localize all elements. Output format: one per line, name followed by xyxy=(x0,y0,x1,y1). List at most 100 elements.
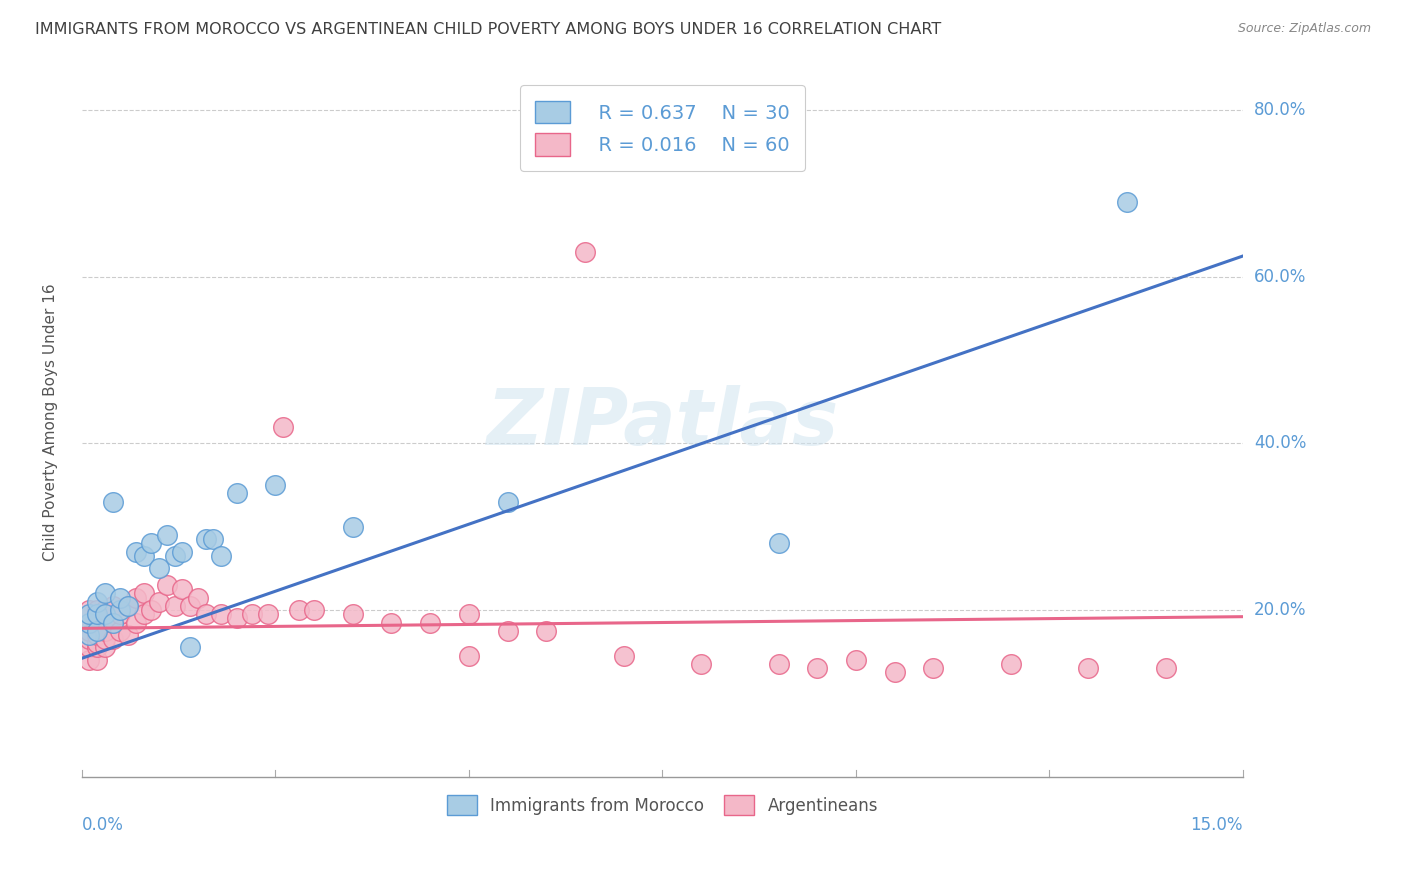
Point xyxy=(94,624,117,638)
Point xyxy=(419,615,441,630)
Point xyxy=(271,419,294,434)
Point xyxy=(380,615,402,630)
Point xyxy=(79,615,101,630)
Point xyxy=(125,615,148,630)
Point xyxy=(94,607,117,622)
Text: 40.0%: 40.0% xyxy=(1254,434,1306,452)
Point xyxy=(172,582,194,597)
Point xyxy=(209,607,232,622)
Point xyxy=(110,603,132,617)
Y-axis label: Child Poverty Among Boys Under 16: Child Poverty Among Boys Under 16 xyxy=(44,284,58,561)
Point xyxy=(496,624,519,638)
Point xyxy=(342,607,364,622)
Point xyxy=(79,640,101,655)
Legend: Immigrants from Morocco, Argentineans: Immigrants from Morocco, Argentineans xyxy=(440,789,884,822)
Point xyxy=(101,494,124,508)
Point xyxy=(768,657,790,672)
Point xyxy=(125,544,148,558)
Point xyxy=(1115,194,1137,209)
Point xyxy=(883,665,905,680)
Point xyxy=(125,591,148,605)
Point xyxy=(240,607,263,622)
Text: 0.0%: 0.0% xyxy=(82,815,124,833)
Point xyxy=(806,661,828,675)
Point xyxy=(264,478,287,492)
Point xyxy=(101,599,124,613)
Point xyxy=(179,640,201,655)
Point xyxy=(86,624,108,638)
Point xyxy=(202,532,225,546)
Text: 15.0%: 15.0% xyxy=(1191,815,1243,833)
Point xyxy=(536,624,558,638)
Point xyxy=(86,607,108,622)
Point xyxy=(132,586,155,600)
Point xyxy=(302,603,325,617)
Point xyxy=(110,607,132,622)
Point xyxy=(79,603,101,617)
Point xyxy=(86,628,108,642)
Point xyxy=(117,599,139,613)
Point xyxy=(86,615,108,630)
Point xyxy=(690,657,713,672)
Point xyxy=(187,591,209,605)
Point xyxy=(101,632,124,647)
Point xyxy=(613,648,636,663)
Point xyxy=(287,603,309,617)
Point xyxy=(163,549,186,563)
Point xyxy=(132,607,155,622)
Point xyxy=(256,607,278,622)
Point xyxy=(457,648,479,663)
Point xyxy=(342,519,364,533)
Point xyxy=(79,653,101,667)
Point xyxy=(922,661,945,675)
Point xyxy=(79,624,101,638)
Point xyxy=(79,632,101,647)
Point xyxy=(496,494,519,508)
Point xyxy=(101,615,124,630)
Point xyxy=(94,640,117,655)
Point xyxy=(79,607,101,622)
Point xyxy=(94,632,117,647)
Point xyxy=(141,536,163,550)
Point xyxy=(163,599,186,613)
Point xyxy=(179,599,201,613)
Point xyxy=(457,607,479,622)
Point xyxy=(117,628,139,642)
Point xyxy=(1000,657,1022,672)
Point xyxy=(86,640,108,655)
Point xyxy=(194,607,217,622)
Point xyxy=(132,549,155,563)
Text: 60.0%: 60.0% xyxy=(1254,268,1306,285)
Point xyxy=(110,624,132,638)
Point xyxy=(117,599,139,613)
Point xyxy=(148,561,170,575)
Point xyxy=(86,636,108,650)
Point xyxy=(94,586,117,600)
Point xyxy=(225,486,247,500)
Point xyxy=(156,578,179,592)
Point xyxy=(86,595,108,609)
Text: 80.0%: 80.0% xyxy=(1254,101,1306,120)
Point xyxy=(845,653,868,667)
Point xyxy=(101,615,124,630)
Point xyxy=(148,595,170,609)
Point xyxy=(156,528,179,542)
Point xyxy=(574,244,596,259)
Point xyxy=(172,544,194,558)
Point xyxy=(1154,661,1177,675)
Text: 20.0%: 20.0% xyxy=(1254,601,1306,619)
Point xyxy=(209,549,232,563)
Point xyxy=(79,628,101,642)
Text: Source: ZipAtlas.com: Source: ZipAtlas.com xyxy=(1237,22,1371,36)
Point xyxy=(86,603,108,617)
Point xyxy=(141,603,163,617)
Point xyxy=(86,653,108,667)
Point xyxy=(110,591,132,605)
Text: ZIPatlas: ZIPatlas xyxy=(486,384,838,460)
Point xyxy=(194,532,217,546)
Point xyxy=(94,603,117,617)
Text: IMMIGRANTS FROM MOROCCO VS ARGENTINEAN CHILD POVERTY AMONG BOYS UNDER 16 CORRELA: IMMIGRANTS FROM MOROCCO VS ARGENTINEAN C… xyxy=(35,22,942,37)
Point xyxy=(225,611,247,625)
Point xyxy=(768,536,790,550)
Point xyxy=(1077,661,1099,675)
